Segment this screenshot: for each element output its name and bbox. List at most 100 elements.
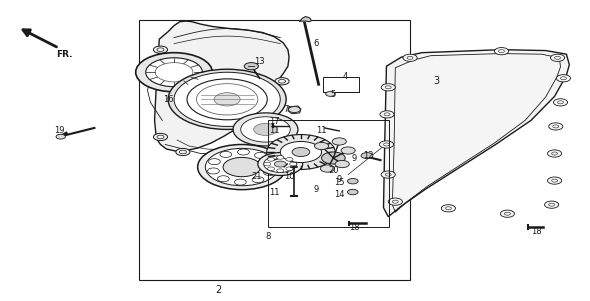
Text: 18: 18 [532,227,542,236]
Circle shape [549,203,555,206]
Circle shape [553,125,559,128]
Text: 9: 9 [352,154,356,163]
Circle shape [153,46,168,53]
Circle shape [558,101,563,104]
Bar [323,77,359,92]
Circle shape [241,117,290,142]
Circle shape [264,160,276,166]
Circle shape [258,153,303,175]
Circle shape [136,53,212,92]
Polygon shape [384,50,569,217]
Circle shape [218,176,230,182]
Text: 9: 9 [337,175,342,184]
Circle shape [275,78,289,85]
Circle shape [388,198,402,205]
Text: 8: 8 [266,232,271,241]
Circle shape [550,54,565,61]
Circle shape [407,56,413,59]
Text: 15: 15 [334,178,345,187]
Text: 11: 11 [316,126,327,135]
Text: 3: 3 [434,76,440,86]
Polygon shape [155,21,289,151]
Circle shape [264,156,297,172]
Text: 4: 4 [343,72,348,81]
Circle shape [385,86,391,89]
Circle shape [384,113,390,116]
Circle shape [234,179,246,185]
Circle shape [153,133,168,141]
Bar [268,120,389,227]
Circle shape [560,77,566,80]
Circle shape [267,167,274,171]
Circle shape [322,152,345,164]
Circle shape [198,144,286,190]
Circle shape [403,54,417,61]
Circle shape [241,150,255,157]
Text: 11: 11 [269,188,280,197]
Circle shape [555,56,560,59]
Circle shape [244,152,251,155]
Circle shape [494,48,509,55]
Text: 11: 11 [269,126,280,135]
Circle shape [332,138,346,145]
Text: 5: 5 [331,90,336,99]
Circle shape [254,123,277,135]
Circle shape [196,84,258,115]
Circle shape [274,161,286,167]
Circle shape [348,189,358,195]
Circle shape [392,200,398,203]
Text: 10: 10 [284,172,294,181]
Circle shape [445,207,451,210]
Circle shape [157,48,164,51]
Circle shape [552,179,558,182]
Circle shape [176,148,190,156]
Text: FR.: FR. [56,50,73,59]
Text: 20: 20 [328,166,339,175]
Circle shape [290,162,297,166]
Circle shape [277,169,284,172]
Text: 21: 21 [251,172,262,181]
Text: 13: 13 [254,57,265,66]
Circle shape [335,160,349,168]
Circle shape [238,149,250,155]
Circle shape [277,156,284,159]
Circle shape [556,75,571,82]
Circle shape [384,143,389,146]
Circle shape [56,134,65,139]
Circle shape [264,169,276,175]
Circle shape [289,107,300,113]
Circle shape [208,159,220,165]
Text: 18: 18 [349,223,359,232]
Circle shape [155,63,193,82]
Text: 7: 7 [283,105,289,114]
Circle shape [500,210,514,217]
Text: 12: 12 [363,150,374,160]
Circle shape [320,165,335,172]
Circle shape [146,58,202,87]
Text: 14: 14 [334,190,345,199]
Circle shape [292,147,310,157]
Text: 19: 19 [54,126,64,135]
Circle shape [545,201,559,208]
Circle shape [548,177,562,184]
Circle shape [267,157,274,161]
Circle shape [233,113,298,146]
Circle shape [205,148,278,186]
Circle shape [504,212,510,215]
Circle shape [381,84,395,91]
Circle shape [385,173,391,176]
Circle shape [361,153,373,159]
Text: 16: 16 [163,95,173,104]
Circle shape [168,69,286,129]
Circle shape [379,141,394,148]
Circle shape [348,178,358,184]
Circle shape [220,151,232,157]
Circle shape [267,135,335,169]
Circle shape [254,152,266,158]
Circle shape [499,50,504,53]
Circle shape [286,157,293,161]
Circle shape [381,171,395,178]
Circle shape [314,142,329,150]
Circle shape [549,123,563,130]
Circle shape [548,150,562,157]
